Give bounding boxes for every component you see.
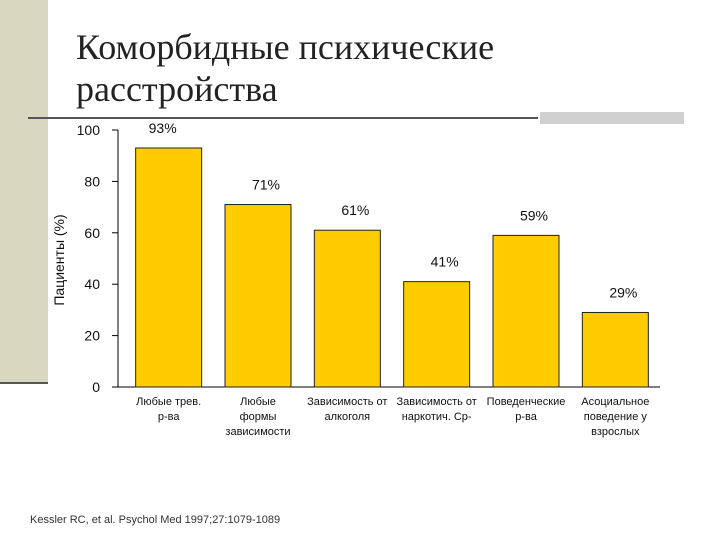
bar xyxy=(403,281,471,388)
bar xyxy=(135,147,203,388)
category-label: Любые трев. xyxy=(136,396,201,408)
data-label: 41% xyxy=(431,254,459,270)
bar xyxy=(581,311,649,388)
slide-title-line-2: расстройства xyxy=(76,69,278,109)
chart-bars xyxy=(135,147,649,388)
data-label: 71% xyxy=(252,177,280,193)
slide-title: Коморбидные психические расстройства xyxy=(76,26,596,110)
y-tick-label: 40 xyxy=(84,276,100,292)
category-label: зависимости xyxy=(225,426,290,438)
bar xyxy=(313,229,381,388)
category-label: взрослых xyxy=(591,426,640,438)
y-tick-label: 80 xyxy=(84,173,100,189)
category-label: р-ва xyxy=(515,411,538,423)
category-label: алкоголя xyxy=(325,411,371,423)
category-label: наркотич. Ср- xyxy=(402,411,472,423)
category-label: Поведенческие xyxy=(487,396,566,408)
category-label: формы xyxy=(240,411,277,423)
y-axis-title: Пациенты (%) xyxy=(51,214,67,305)
y-tick-label: 60 xyxy=(84,225,100,241)
category-label: поведение у xyxy=(584,411,648,423)
source-citation: Kessler RC, et al. Psychol Med 1997;27:1… xyxy=(30,514,281,526)
slide-title-line-1: Коморбидные психические xyxy=(76,27,495,67)
data-label: 93% xyxy=(149,120,177,136)
category-label: Зависимость от xyxy=(397,396,477,408)
data-label: 59% xyxy=(520,207,548,223)
y-tick-label: 0 xyxy=(92,379,100,395)
side-decoration-line xyxy=(0,382,48,384)
category-label: р-ва xyxy=(158,411,181,423)
category-label: Любые xyxy=(240,396,276,408)
data-label: 29% xyxy=(609,284,637,300)
y-tick-label: 20 xyxy=(84,328,100,344)
data-label: 61% xyxy=(341,202,369,218)
title-rule-box xyxy=(540,112,684,124)
bar xyxy=(224,204,292,388)
side-decoration-band xyxy=(0,0,48,382)
category-label: Асоциальное xyxy=(581,396,649,408)
bar xyxy=(492,234,560,388)
title-rule xyxy=(28,117,538,119)
category-label: Зависимость от xyxy=(307,396,387,408)
chart-labels: 93% Любые трев. р-ва 71% Любые формы зависимос… xyxy=(136,120,649,438)
y-tick-label: 100 xyxy=(77,122,101,138)
chart-axes: 0 20 40 60 80 100 Пациенты (%) xyxy=(51,122,660,395)
